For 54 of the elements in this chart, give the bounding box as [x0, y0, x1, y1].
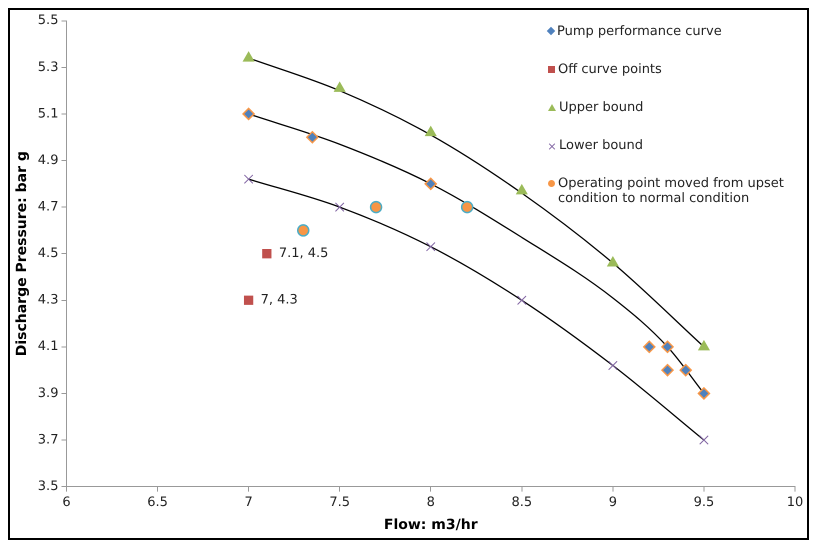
x-tick-label: 10	[786, 494, 804, 510]
x-tick-label: 9	[608, 494, 618, 510]
point	[643, 340, 656, 354]
point	[661, 364, 674, 376]
y-tick-label: 3.7	[38, 432, 58, 448]
point	[607, 256, 618, 267]
legend-label: Off curve points	[558, 62, 662, 77]
point	[244, 174, 254, 184]
y-tick-label: 5.5	[38, 13, 58, 28]
point	[517, 296, 527, 306]
point	[426, 242, 436, 252]
x-tick-label: 7.5	[329, 494, 350, 510]
y-axis-title: Discharge Pressure: bar g	[14, 151, 30, 356]
point	[699, 435, 709, 445]
x-tick-label: 7	[244, 494, 253, 510]
point	[460, 200, 474, 214]
point	[334, 202, 344, 212]
point	[424, 178, 437, 190]
legend-label: Upper bound	[559, 100, 644, 115]
point	[242, 108, 255, 120]
x-tick-label: 8.5	[511, 494, 532, 510]
point	[296, 224, 310, 237]
point	[334, 82, 346, 92]
y-tick-label: 4.1	[38, 339, 58, 354]
legend-label: Operating point moved from upset condition to normal condition	[558, 176, 785, 206]
y-tick-label: 3.5	[38, 478, 58, 494]
point	[306, 131, 319, 144]
y-tick-label: 4.7	[38, 199, 58, 214]
x-axis-title: Flow: m3/hr	[384, 517, 478, 534]
point	[661, 340, 674, 354]
point	[608, 360, 618, 370]
point	[698, 340, 710, 350]
x-tick-label: 6.5	[147, 494, 168, 510]
point	[516, 184, 528, 194]
y-tick-label: 3.9	[38, 386, 58, 401]
y-tick-label: 4.3	[38, 292, 58, 308]
y-tick-label: 5.3	[38, 60, 58, 75]
x-tick-label: 8	[426, 494, 435, 510]
point	[679, 364, 692, 376]
annotation: 7.1, 4.5	[278, 246, 328, 262]
point	[244, 296, 254, 305]
annotation: 7, 4.3	[260, 292, 298, 308]
x-tick-label: 9.5	[694, 494, 714, 510]
y-tick-label: 4.5	[38, 246, 58, 262]
point	[262, 249, 272, 258]
legend-label: Lower bound	[559, 138, 644, 153]
y-tick-label: 4.9	[38, 152, 58, 168]
point	[243, 52, 254, 62]
point	[370, 200, 382, 214]
y-tick-label: 5.1	[38, 106, 58, 122]
x-tick-label: 6	[62, 494, 71, 510]
point	[698, 387, 710, 400]
point	[425, 126, 436, 136]
legend-label: Pump performance curve	[557, 24, 722, 39]
